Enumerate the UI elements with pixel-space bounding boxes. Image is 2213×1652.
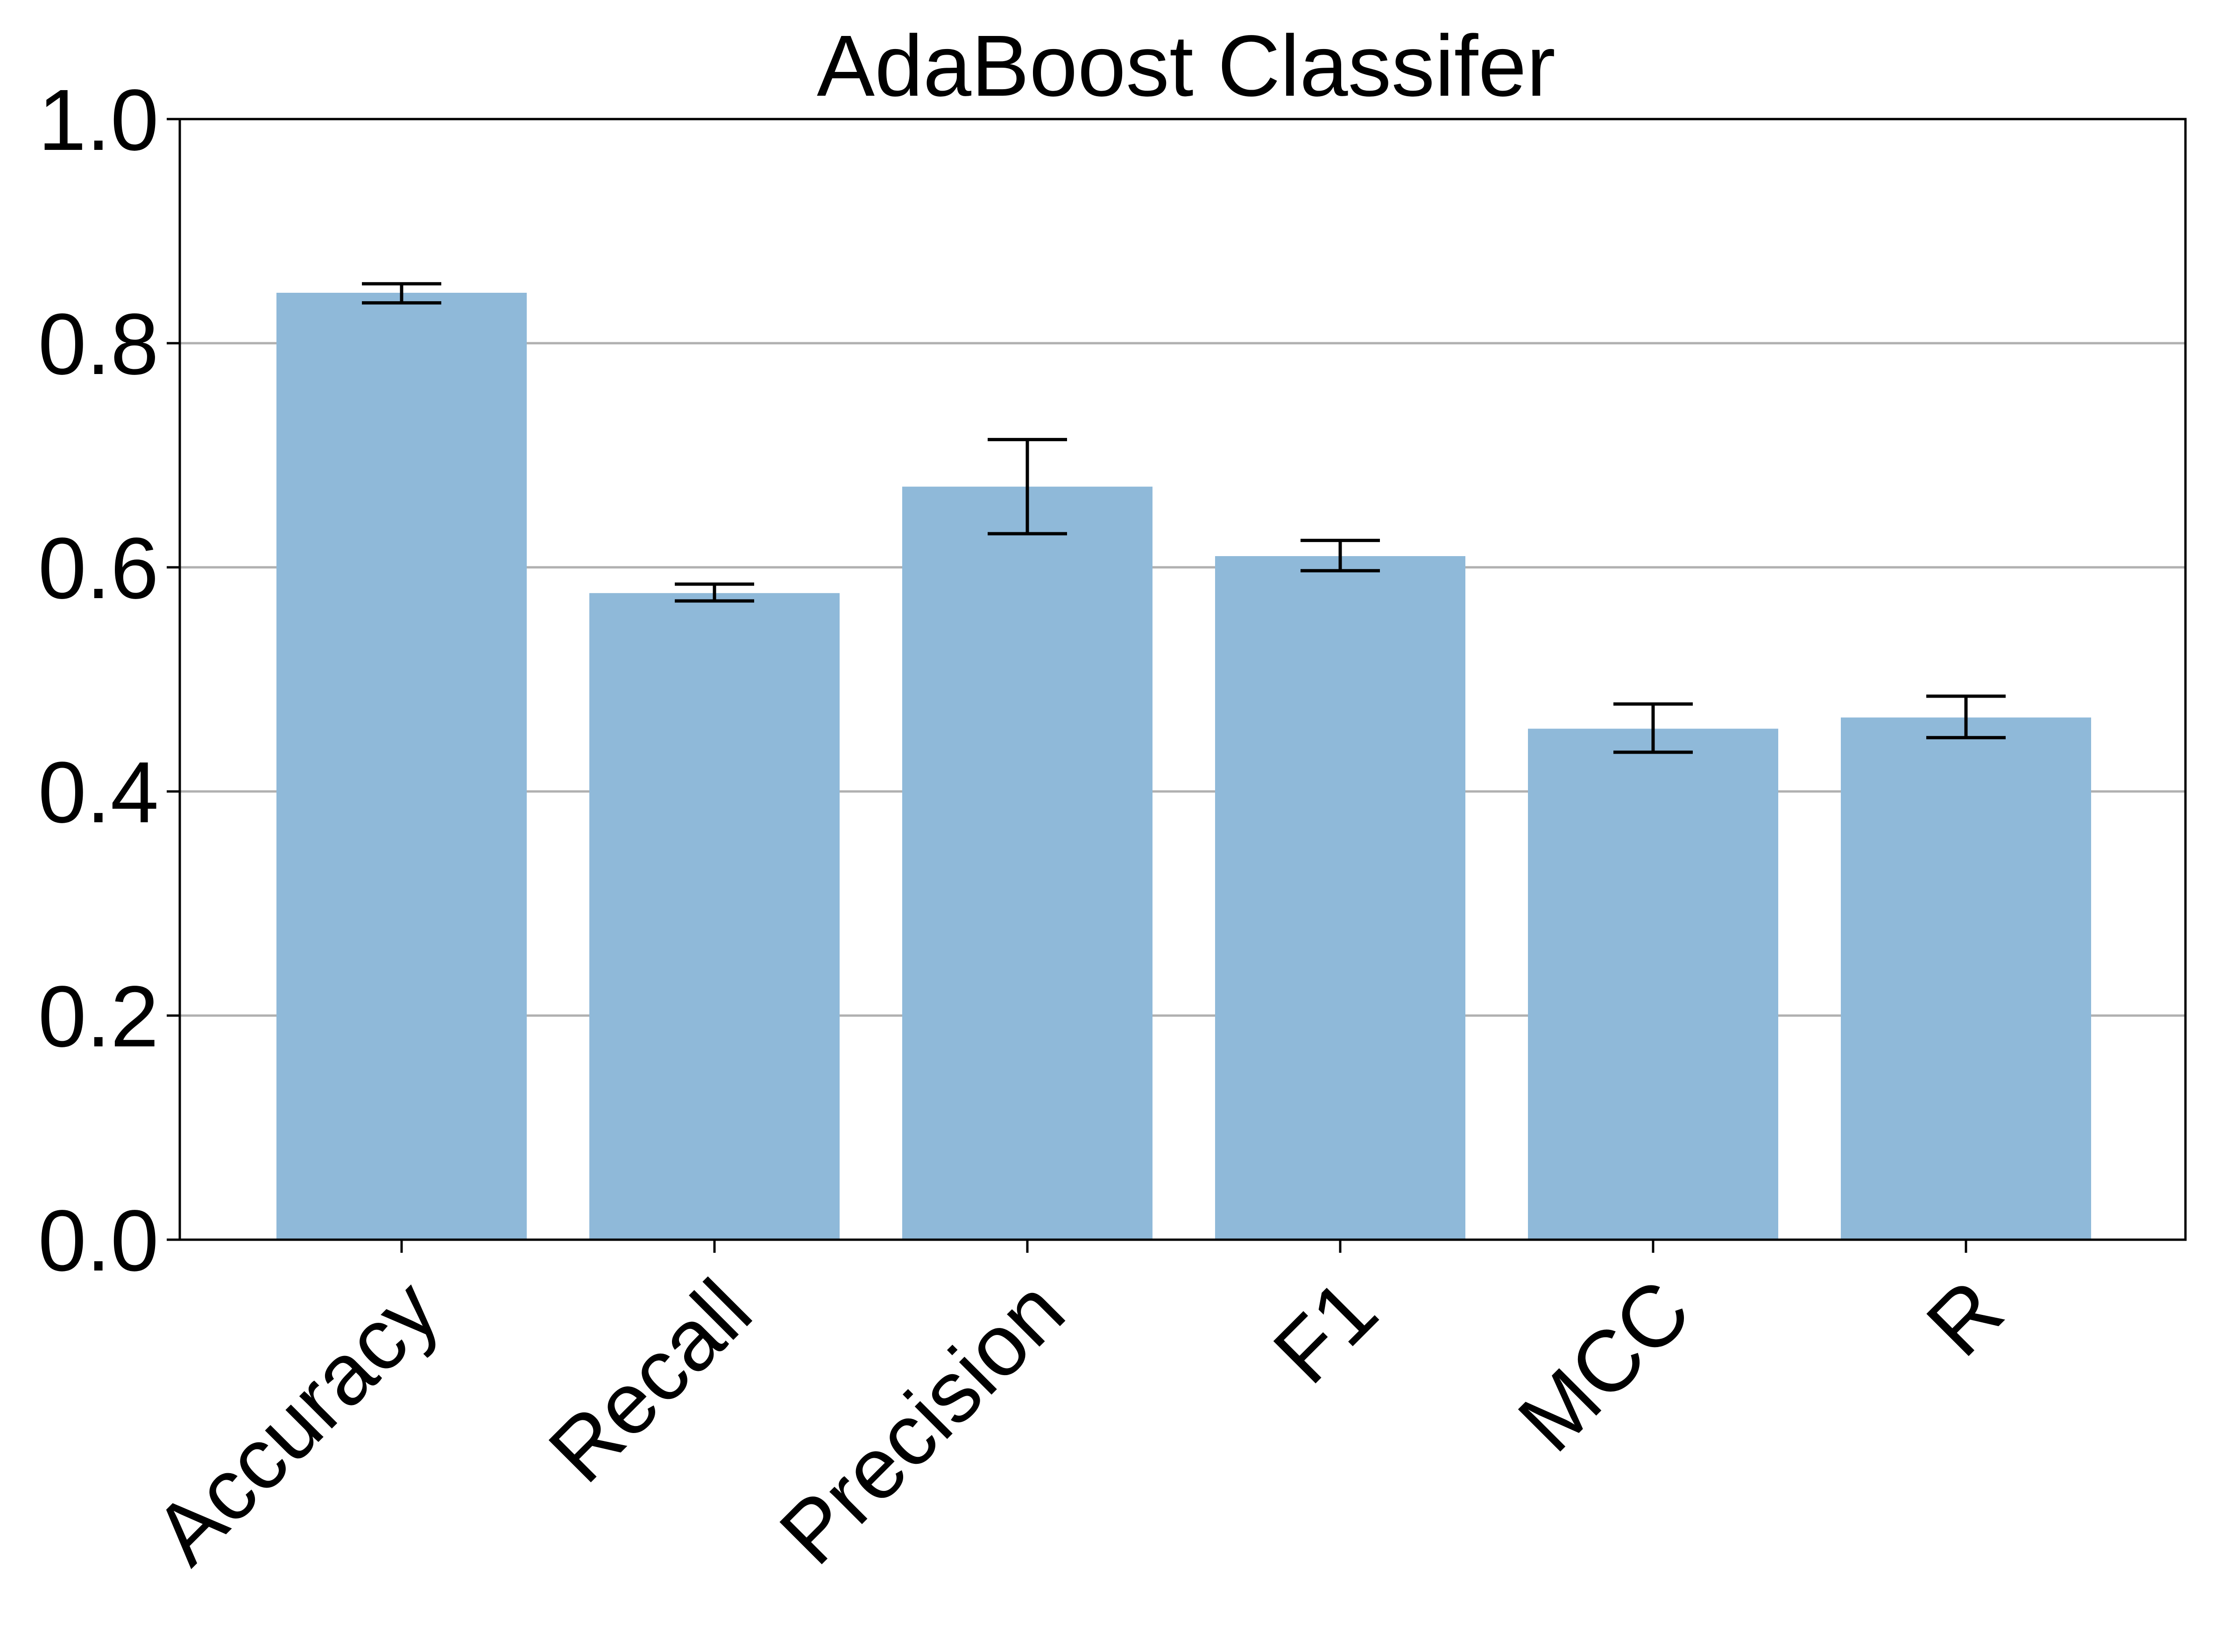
error-bar-mcc: [1613, 702, 1693, 754]
y-tick-label: 0.2: [38, 968, 159, 1065]
error-bar-f1: [1301, 538, 1380, 572]
y-tick-label: 0.6: [38, 520, 159, 617]
bars: [276, 293, 2091, 1240]
bar-accuracy: [276, 293, 527, 1240]
y-tick-label: 0.8: [38, 296, 159, 393]
error-bar-recall: [675, 582, 754, 603]
error-bar-precision: [988, 438, 1067, 536]
y-axis-ticks: 0.0 0.2 0.4 0.6 0.8 1.0: [38, 72, 180, 1289]
y-tick-label: 1.0: [38, 72, 159, 169]
plot-area-frame: [178, 118, 2187, 1241]
chart-title: AdaBoost Classifer: [817, 18, 1555, 114]
error-bar-r: [1926, 694, 2006, 740]
bar-r: [1841, 717, 2091, 1240]
bar-recall: [589, 593, 840, 1240]
bar-precision: [902, 487, 1152, 1240]
error-bars: [362, 282, 2006, 754]
y-tick-label: 0.0: [38, 1193, 159, 1289]
y-tick-label: 0.4: [38, 744, 159, 841]
bar-f1: [1215, 556, 1465, 1240]
bar-mcc: [1528, 728, 1778, 1240]
error-bar-accuracy: [362, 282, 441, 305]
